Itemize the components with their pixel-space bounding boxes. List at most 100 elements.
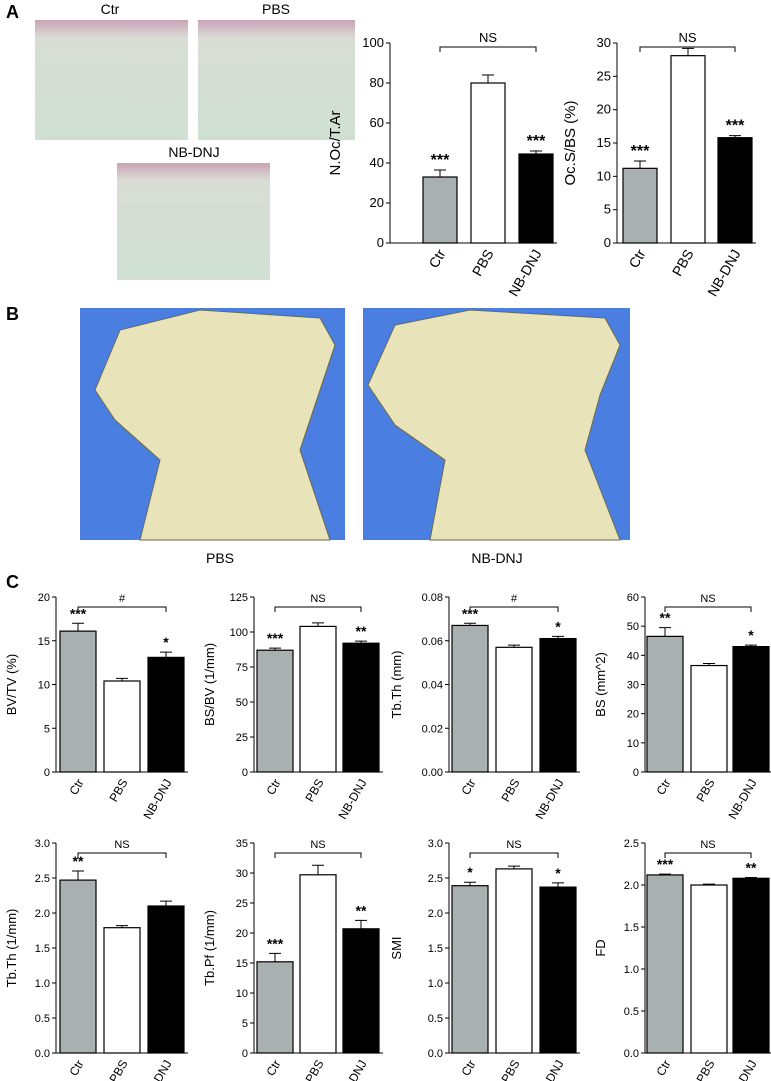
y-tick-label: 2.0 (35, 908, 50, 920)
y-tick-label: 2.0 (428, 908, 443, 920)
y-tick-label: 0.5 (35, 1013, 50, 1025)
y-tick-label: 60 (370, 115, 384, 130)
y-tick-label: 0.06 (422, 636, 443, 648)
bar (495, 868, 533, 1054)
x-tick-label: NB-DNJ (335, 1058, 369, 1081)
error-bar (552, 635, 564, 639)
bar (256, 649, 294, 773)
y-tick-label: 20 (370, 195, 384, 210)
significance: * (748, 627, 754, 643)
bracket (469, 606, 559, 612)
y-axis-label: BV/TV (%) (4, 654, 19, 715)
bar (103, 927, 141, 1054)
bar (342, 928, 380, 1054)
bar (646, 874, 684, 1054)
bar (470, 82, 506, 244)
y-tick-label: 10 (627, 738, 639, 750)
y-tick-label: 15 (38, 636, 50, 648)
significance: *** (267, 630, 284, 646)
bar (495, 646, 533, 773)
y-tick-label: 5 (604, 202, 611, 217)
bracket-label: NS (310, 839, 325, 851)
error-bar (464, 622, 476, 626)
y-tick-label: 25 (236, 732, 248, 744)
y-tick-label: 30 (236, 868, 248, 880)
x-tick-label: Ctr (425, 246, 448, 270)
y-tick-label: 10 (38, 680, 50, 692)
y-tick-label: 0 (604, 235, 611, 250)
x-tick-label: PBS (302, 777, 326, 805)
error-bar (634, 160, 646, 169)
x-tick-label: PBS (498, 777, 522, 805)
y-tick-label: 20 (627, 709, 639, 721)
bar (103, 680, 141, 773)
bar (690, 664, 728, 773)
error-bar (682, 47, 694, 56)
error-bar (116, 677, 128, 681)
bar (147, 905, 185, 1054)
y-tick-label: 35 (236, 838, 248, 850)
y-axis-label: BS/BV (1/mm) (202, 643, 217, 726)
y-tick-label: 100 (230, 627, 248, 639)
y-tick-label: 2.5 (35, 873, 50, 885)
bar (451, 624, 489, 773)
error-bar (745, 876, 757, 879)
y-axis-label: Tb.Th (mm) (389, 651, 404, 719)
error-bar (508, 865, 520, 869)
y-tick-label: 0.5 (428, 1013, 443, 1025)
y-tick-label: 1.0 (624, 964, 639, 976)
y-tick-label: 40 (370, 155, 384, 170)
error-bar (355, 640, 367, 644)
error-bar (464, 881, 476, 886)
bar (717, 137, 753, 244)
y-tick-label: 100 (362, 35, 384, 50)
significance: *** (726, 118, 745, 135)
bracket (664, 852, 752, 858)
y-tick-label: 3.0 (35, 838, 50, 850)
error-bar (703, 883, 715, 885)
image-label: NB-DNJ (471, 550, 522, 566)
panel-label: C (6, 572, 19, 592)
y-tick-label: 0.04 (422, 680, 443, 692)
x-tick-label: Ctr (458, 777, 478, 798)
histology-image (117, 163, 270, 280)
y-tick-label: 20 (597, 102, 611, 117)
y-tick-label: 0 (44, 767, 50, 779)
y-tick-label: 25 (236, 898, 248, 910)
bar (518, 153, 554, 244)
bar (732, 877, 770, 1054)
y-tick-label: 0.0 (428, 1048, 443, 1060)
bar (256, 961, 294, 1054)
x-tick-label: PBS (693, 1058, 717, 1081)
bar (622, 167, 658, 244)
significance: * (555, 618, 561, 634)
y-tick-label: 3.0 (428, 838, 443, 850)
bracket (77, 852, 167, 858)
y-tick-label: 20 (236, 928, 248, 940)
y-tick-label: 2.0 (624, 880, 639, 892)
x-tick-label: PBS (302, 1058, 326, 1081)
image-label: PBS (262, 1, 290, 17)
bracket-label: NS (700, 593, 715, 605)
error-bar (530, 150, 542, 154)
y-axis-label: Oc.S/BS (%) (562, 100, 579, 185)
significance: *** (431, 152, 450, 169)
y-axis-label: BS (mm^2) (593, 652, 608, 717)
y-axis-label: FD (593, 939, 608, 956)
y-tick-label: 1.5 (35, 943, 50, 955)
error-bar (160, 900, 172, 906)
y-axis-label: SMI (389, 936, 404, 959)
y-tick-label: 0.0 (35, 1048, 50, 1060)
y-tick-label: 10 (597, 168, 611, 183)
y-tick-label: 0.00 (422, 767, 443, 779)
bar (422, 176, 458, 244)
x-tick-label: NB-DNJ (532, 777, 566, 822)
x-tick-label: Ctr (66, 777, 86, 798)
error-bar (659, 873, 671, 875)
error-bar (355, 919, 367, 929)
significance: *** (70, 605, 87, 621)
x-tick-label: NB-DNJ (140, 1058, 174, 1081)
error-bar (72, 870, 84, 881)
